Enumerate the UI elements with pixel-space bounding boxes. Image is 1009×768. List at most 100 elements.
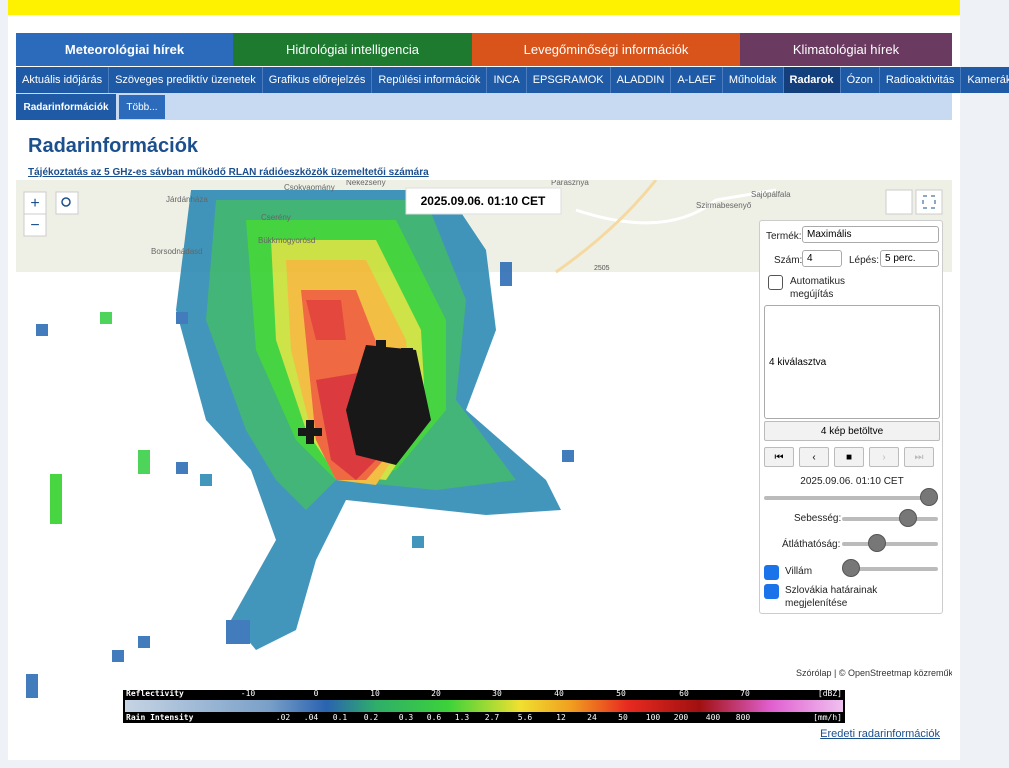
nav-item[interactable]: A-LAEF — [671, 67, 723, 93]
legend-tick: 50 — [616, 689, 626, 698]
legend-tick: 1.3 — [455, 713, 470, 722]
legend-tick: 0.6 — [427, 713, 442, 722]
label: Villám — [785, 566, 813, 577]
legend-tick: 24 — [587, 713, 597, 722]
legend-tick: 2.7 — [485, 713, 500, 722]
next-button[interactable]: › — [869, 447, 899, 467]
map: Járdánháza Borsodnádasd Cserény Bükkmogyoró… — [16, 180, 952, 723]
tab[interactable]: Levegőminőségi információk — [472, 33, 740, 66]
last-button[interactable]: ⏭ — [904, 447, 934, 467]
header-bar — [8, 0, 960, 15]
count-select[interactable]: 4 — [802, 250, 842, 267]
legend-tick: .04 — [304, 713, 319, 722]
legend-title: Reflectivity — [126, 688, 184, 698]
border-checkbox[interactable] — [764, 584, 779, 599]
search[interactable] — [55, 191, 79, 215]
step-select[interactable]: 5 perc. — [880, 250, 939, 267]
load-status: 4 kép betöltve — [764, 421, 940, 441]
product-select[interactable]: Maximális — [802, 226, 939, 243]
lightning-slider[interactable] — [842, 567, 938, 571]
fullscreen-button[interactable] — [915, 189, 943, 215]
fullscreen-icon — [922, 195, 936, 209]
time-slider[interactable] — [764, 496, 938, 500]
slider-knob[interactable] — [899, 509, 917, 527]
place-label: Bükkmogyorósd — [258, 236, 315, 245]
label: Sebesség: — [794, 513, 842, 524]
legend-unit: [mm/h] — [813, 713, 842, 722]
nav-item[interactable]: Radioaktivitás — [880, 67, 962, 93]
image-select[interactable]: 4 kiválasztva — [764, 305, 940, 419]
legend-tick: 400 — [706, 713, 721, 722]
nav-item[interactable]: Repülési információk — [372, 67, 488, 93]
place-label: Borsodnádasd — [151, 247, 203, 256]
legend-tick: 60 — [679, 689, 689, 698]
legend-tick: 40 — [554, 689, 564, 698]
opacity-slider[interactable] — [842, 542, 938, 546]
legend-tick: 50 — [618, 713, 628, 722]
place-label: Cserény — [261, 213, 291, 222]
zoom-in-icon: + — [30, 195, 39, 212]
tab[interactable]: Klimatológiai hírek — [740, 33, 952, 66]
legend-tick: 12 — [556, 713, 566, 722]
tab[interactable]: Meteorológiai hírek — [16, 33, 233, 66]
nav-item[interactable]: Grafikus előrejelzés — [263, 67, 373, 93]
slider-knob[interactable] — [868, 534, 886, 552]
attribution: Szórólap | © OpenStreetmap közreműködők — [796, 668, 952, 678]
nav-item[interactable]: Műholdak — [723, 67, 784, 93]
first-button[interactable]: ⏮ — [764, 447, 794, 467]
nav-item[interactable]: ALADDIN — [611, 67, 672, 93]
timestamp-box — [405, 187, 562, 215]
more-button[interactable]: Több... — [119, 95, 165, 119]
label: Szám: — [774, 255, 803, 266]
active-tab[interactable]: Radarinformációk — [16, 94, 116, 120]
zoom-out[interactable] — [23, 213, 47, 237]
stop-button[interactable]: ■ — [834, 447, 864, 467]
label: Termék: — [766, 231, 802, 242]
legend-tick: 0.2 — [364, 713, 379, 722]
notice-link[interactable]: Tájékoztatás az 5 GHz-es sávban működő R… — [28, 167, 429, 178]
legend-tick: 100 — [646, 713, 661, 722]
prev-button[interactable]: ‹ — [799, 447, 829, 467]
footer-link[interactable]: Eredeti radarinformációk — [820, 728, 940, 740]
zoom-out-icon: − — [30, 217, 39, 234]
frame-time: 2025.09.06. 01:10 CET — [800, 476, 904, 487]
nav-item[interactable]: Szöveges prediktív üzenetek — [109, 67, 263, 93]
label: Átláthatóság: — [782, 539, 841, 550]
slider-knob[interactable] — [842, 559, 860, 577]
nav-item[interactable]: Aktuális időjárás — [16, 67, 110, 93]
nav-item[interactable]: Ózon — [841, 67, 880, 93]
sub-navigation-2: Radarinformációk Több... — [16, 93, 952, 120]
auto-checkbox[interactable] — [768, 275, 783, 290]
nav-item[interactable]: INCA — [487, 67, 527, 93]
search-icon — [61, 197, 71, 207]
road — [555, 180, 658, 274]
speed-slider[interactable] — [842, 517, 938, 521]
place-label: Csokvaomány — [284, 183, 335, 192]
legend-tick: -10 — [241, 689, 256, 698]
legend-tick: .02 — [276, 713, 291, 722]
legend-colors — [125, 700, 843, 712]
page-title: Radarinformációk — [28, 135, 199, 157]
legend-tick: 30 — [492, 689, 502, 698]
menu-button[interactable] — [885, 189, 913, 215]
lightning-checkbox[interactable] — [764, 565, 779, 580]
nav-item[interactable]: Radarok — [783, 67, 841, 93]
label: Lépés: — [849, 255, 880, 266]
legend-tick: 20 — [431, 689, 441, 698]
legend-tick: 0.1 — [333, 713, 348, 722]
timestamp: 2025.09.06. 01:10 CET — [421, 194, 546, 208]
legend-tick: 200 — [674, 713, 689, 722]
road-label: 2505 — [594, 265, 610, 272]
tab[interactable]: Hidrológiai intelligencia — [233, 33, 472, 66]
radar-echo — [26, 190, 574, 698]
nav-item[interactable]: Kamerák — [961, 67, 1009, 93]
sub-navigation: Aktuális időjárás Szöveges prediktív üzen… — [16, 67, 1009, 93]
legend-title: Rain Intensity — [126, 712, 194, 722]
legend-tick: 0 — [314, 689, 319, 698]
nav-item[interactable]: EPSGRAMOK — [527, 67, 611, 93]
label: Automatikus megújítás — [790, 276, 846, 300]
place-label: Járdánháza — [166, 195, 208, 204]
legend-tick: 800 — [736, 713, 751, 722]
slider-knob[interactable] — [920, 488, 938, 506]
